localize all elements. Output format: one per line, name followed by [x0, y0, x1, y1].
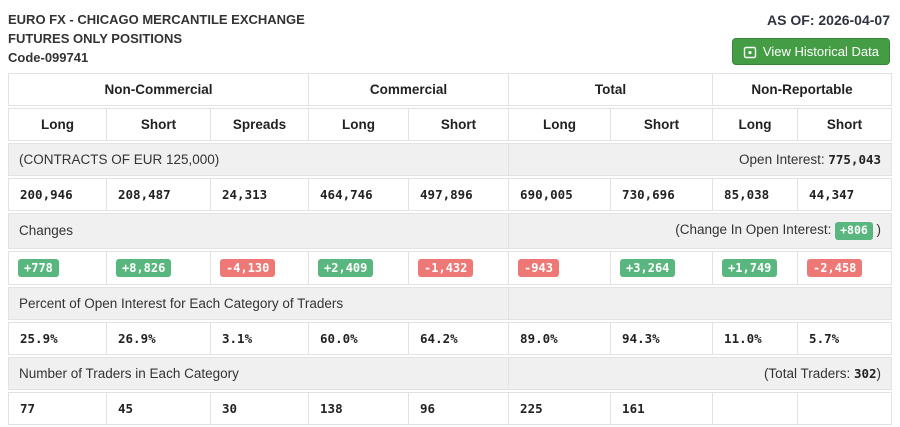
- position-cell: 464,746: [308, 178, 409, 211]
- report-header: EURO FX - CHICAGO MERCANTILE EXCHANGE FU…: [0, 0, 900, 71]
- col-nr-short: Short: [797, 108, 893, 141]
- traders-cell: 45: [106, 391, 210, 425]
- change-badge: +2,409: [318, 258, 374, 277]
- contracts-section-row: (CONTRACTS OF EUR 125,000) Open Interest…: [8, 143, 893, 176]
- percent-cell: 94.3%: [610, 321, 713, 355]
- change-oi-prefix: (Change In Open Interest:: [675, 222, 836, 237]
- col-nc-long: Long: [8, 108, 106, 141]
- open-interest-value: 775,043: [828, 152, 882, 167]
- percent-cell: 3.1%: [210, 321, 309, 355]
- header-right: AS OF: 2026-04-07 View Historical Data: [731, 10, 890, 65]
- group-total: Total: [508, 73, 713, 106]
- traders-label: Number of Traders in Each Category: [8, 356, 509, 390]
- col-t-short: Short: [610, 108, 713, 141]
- position-cell: 497,896: [408, 178, 509, 211]
- changes-label: Changes: [8, 213, 509, 249]
- col-t-long: Long: [508, 108, 611, 141]
- change-badge: -943: [518, 258, 559, 277]
- change-badge: +778: [18, 258, 59, 277]
- view-historical-data-label: View Historical Data: [762, 44, 879, 59]
- position-cell: 208,487: [106, 178, 210, 211]
- change-cell: -943: [508, 250, 611, 285]
- col-nr-long: Long: [712, 108, 798, 141]
- percent-cell: 11.0%: [712, 321, 798, 355]
- change-badge: -2,458: [807, 258, 863, 277]
- change-badge: +3,264: [620, 258, 676, 277]
- col-nc-short: Short: [106, 108, 210, 141]
- col-nc-spreads: Spreads: [210, 108, 309, 141]
- percent-cell: 5.7%: [797, 321, 893, 355]
- position-cell: 690,005: [508, 178, 611, 211]
- contract-code: Code-099741: [8, 50, 89, 65]
- percent-section-spacer: [508, 286, 893, 320]
- contracts-label: (CONTRACTS OF EUR 125,000): [8, 143, 509, 176]
- changes-section-row: Changes (Change In Open Interest: +806 ): [8, 213, 893, 249]
- percent-cell: 26.9%: [106, 321, 210, 355]
- total-traders-value: 302: [853, 365, 877, 381]
- change-badge: +1,749: [722, 258, 778, 277]
- position-cell: 24,313: [210, 178, 309, 211]
- cot-table: Non-Commercial Commercial Total Non-Repo…: [8, 71, 893, 427]
- col-c-long: Long: [308, 108, 409, 141]
- open-interest-cell: Open Interest: 775,043: [508, 143, 893, 176]
- open-interest-label: Open Interest:: [739, 152, 829, 167]
- total-traders-prefix: (Total Traders:: [763, 365, 854, 381]
- change-cell: +778: [8, 250, 106, 285]
- traders-cell: [797, 391, 893, 425]
- traders-cell: 225: [508, 391, 611, 425]
- page-title: EURO FX - CHICAGO MERCANTILE EXCHANGE FU…: [8, 10, 305, 67]
- group-commercial: Commercial: [308, 73, 509, 106]
- calendar-icon: [743, 45, 757, 59]
- change-cell: +1,749: [712, 250, 798, 285]
- percent-section-row: Percent of Open Interest for Each Catego…: [8, 286, 893, 320]
- change-cell: +2,409: [308, 250, 409, 285]
- change-badge: +8,826: [116, 258, 172, 277]
- column-group-header-row: Non-Commercial Commercial Total Non-Repo…: [8, 73, 893, 106]
- percent-values-row: 25.9% 26.9% 3.1% 60.0% 64.2% 89.0% 94.3%…: [8, 321, 893, 355]
- group-non-commercial: Non-Commercial: [8, 73, 309, 106]
- change-oi-suffix: ): [872, 222, 882, 237]
- percent-cell: 60.0%: [308, 321, 409, 355]
- change-in-open-interest-cell: (Change In Open Interest: +806 ): [508, 213, 893, 249]
- changes-values-row: +778 +8,826 -4,130 +2,409 -1,432 -943 +3…: [8, 250, 893, 285]
- change-cell: -2,458: [797, 250, 893, 285]
- as-of-date: AS OF: 2026-04-07: [767, 12, 890, 28]
- position-cell: 200,946: [8, 178, 106, 211]
- title-line-2: FUTURES ONLY POSITIONS: [8, 31, 183, 46]
- change-cell: +3,264: [610, 250, 713, 285]
- traders-cell: [712, 391, 798, 425]
- position-cell: 44,347: [797, 178, 893, 211]
- traders-cell: 138: [308, 391, 409, 425]
- view-historical-data-button[interactable]: View Historical Data: [731, 38, 890, 65]
- change-badge: -1,432: [418, 258, 474, 277]
- position-cell: 85,038: [712, 178, 798, 211]
- percent-cell: 64.2%: [408, 321, 509, 355]
- column-subheader-row: Long Short Spreads Long Short Long Short…: [8, 108, 893, 141]
- traders-values-row: 77 45 30 138 96 225 161: [8, 391, 893, 425]
- change-badge: -4,130: [220, 258, 276, 277]
- traders-cell: 30: [210, 391, 309, 425]
- total-traders-suffix: ): [876, 365, 882, 381]
- traders-section-row: Number of Traders in Each Category (Tota…: [8, 356, 893, 390]
- total-traders-cell: (Total Traders: 302): [508, 356, 893, 390]
- change-cell: -1,432: [408, 250, 509, 285]
- traders-cell: 96: [408, 391, 509, 425]
- change-oi-badge: +806: [835, 222, 873, 240]
- group-non-reportable: Non-Reportable: [712, 73, 893, 106]
- percent-label: Percent of Open Interest for Each Catego…: [8, 286, 509, 320]
- change-cell: +8,826: [106, 250, 210, 285]
- title-line-1: EURO FX - CHICAGO MERCANTILE EXCHANGE: [8, 12, 305, 27]
- positions-row: 200,946 208,487 24,313 464,746 497,896 6…: [8, 178, 893, 211]
- traders-cell: 77: [8, 391, 106, 425]
- position-cell: 730,696: [610, 178, 713, 211]
- traders-cell: 161: [610, 391, 713, 425]
- change-cell: -4,130: [210, 250, 309, 285]
- col-c-short: Short: [408, 108, 509, 141]
- percent-cell: 25.9%: [8, 321, 106, 355]
- percent-cell: 89.0%: [508, 321, 611, 355]
